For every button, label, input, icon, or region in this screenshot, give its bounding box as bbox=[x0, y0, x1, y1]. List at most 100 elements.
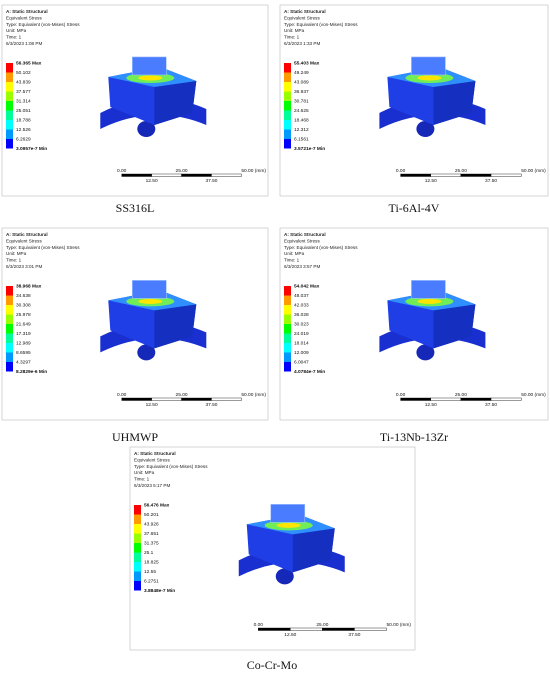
scale-label: 0.00 bbox=[254, 622, 264, 628]
header-line: Type: Equivalent (von-Mises) Stress bbox=[6, 22, 80, 27]
legend-swatch bbox=[284, 314, 291, 324]
scale-label: 0.00 bbox=[117, 392, 127, 398]
header-line: Time: 1 bbox=[6, 35, 22, 40]
legend-label: 6.2629 bbox=[16, 136, 31, 142]
legend-swatch bbox=[284, 110, 291, 120]
legend-label: 18.014 bbox=[294, 340, 309, 346]
legend-label: 50.102 bbox=[16, 70, 31, 76]
legend-label: 25.978 bbox=[16, 312, 31, 318]
legend-swatch bbox=[134, 533, 141, 543]
legend-label: 37.651 bbox=[144, 531, 159, 537]
header-line: Equivalent Stress bbox=[6, 238, 42, 243]
legend-label: 21.649 bbox=[16, 321, 31, 327]
legend-label: 30.308 bbox=[16, 302, 31, 308]
legend-swatch bbox=[6, 101, 13, 111]
legend-swatch bbox=[134, 562, 141, 572]
legend-swatch bbox=[284, 362, 291, 372]
legend-swatch bbox=[134, 552, 141, 562]
legend-label: 12.55 bbox=[144, 569, 156, 575]
scale-label: 50.00 (mm) bbox=[241, 168, 266, 174]
legend-label: 43.926 bbox=[144, 521, 159, 527]
legend-label: 18.788 bbox=[16, 117, 31, 123]
header-line: Type: Equivalent (von-Mises) Stress bbox=[284, 245, 358, 250]
legend-swatch bbox=[6, 120, 13, 130]
header-line: Equivalent Stress bbox=[6, 15, 42, 20]
legend-label: 3.0957e-7 Min bbox=[16, 146, 47, 152]
scale-segment bbox=[490, 397, 522, 401]
header-line: Unit: MPa bbox=[134, 470, 155, 475]
panel-caption: Ti-6Al-4V bbox=[389, 201, 440, 215]
scale-label: 50.00 (mm) bbox=[521, 392, 546, 398]
scale-segment bbox=[181, 173, 212, 177]
scale-label: 12.50 bbox=[284, 632, 296, 638]
legend-swatch bbox=[284, 120, 291, 130]
legend-label: 6.0047 bbox=[294, 359, 309, 365]
stress-peak bbox=[417, 75, 442, 81]
legend-swatch bbox=[6, 314, 13, 324]
legend-label: 56.365 Max bbox=[16, 60, 42, 66]
scale-segment bbox=[460, 173, 492, 177]
model-face bbox=[154, 80, 197, 125]
legend-label: 34.638 bbox=[16, 293, 31, 299]
scale-label: 50.00 (mm) bbox=[387, 622, 412, 628]
header-line: 6/3/2023 3:57 PM bbox=[284, 264, 320, 269]
legend-label: 3.8848e-7 Min bbox=[144, 588, 175, 594]
scale-label: 12.50 bbox=[425, 402, 437, 408]
header-line: A: Static Structural bbox=[284, 232, 326, 237]
scale-segment bbox=[290, 627, 323, 631]
legend-swatch bbox=[134, 524, 141, 534]
stress-peak bbox=[138, 75, 163, 81]
legend-label: 42.033 bbox=[294, 302, 309, 308]
legend-label: 31.375 bbox=[144, 540, 159, 546]
legend-swatch bbox=[6, 343, 13, 353]
legend-swatch bbox=[284, 91, 291, 101]
header-line: 6/3/2023 1:08 PM bbox=[6, 41, 42, 46]
legend-label: 12.989 bbox=[16, 340, 31, 346]
scale-segment bbox=[490, 173, 522, 177]
legend-swatch bbox=[284, 305, 291, 315]
scale-label: 25.00 bbox=[316, 622, 328, 628]
legend-swatch bbox=[134, 571, 141, 581]
legend-label: 43.089 bbox=[294, 79, 309, 85]
legend-label: 18.825 bbox=[144, 559, 159, 565]
header-line: Equivalent Stress bbox=[284, 238, 320, 243]
legend-swatch bbox=[134, 581, 141, 591]
header-line: Time: 1 bbox=[284, 258, 300, 263]
legend-label: 4.3297 bbox=[16, 359, 31, 365]
scale-segment bbox=[121, 173, 152, 177]
legend-swatch bbox=[134, 505, 141, 515]
panel-caption: Ti-13Nb-13Zr bbox=[380, 430, 448, 444]
scale-segment bbox=[151, 397, 182, 401]
legend-label: 50.201 bbox=[144, 512, 159, 518]
scale-segment bbox=[211, 173, 242, 177]
header-line: Time: 1 bbox=[6, 258, 22, 263]
header-line: Unit: MPa bbox=[6, 28, 27, 33]
legend-swatch bbox=[284, 82, 291, 92]
header-line: Unit: MPa bbox=[284, 28, 305, 33]
scale-label: 0.00 bbox=[396, 168, 406, 174]
header-line: Unit: MPa bbox=[284, 251, 305, 256]
legend-swatch bbox=[284, 139, 291, 149]
legend-label: 8.6595 bbox=[16, 350, 31, 356]
legend-swatch bbox=[6, 352, 13, 362]
scale-segment bbox=[460, 397, 492, 401]
legend-label: 36.028 bbox=[294, 312, 309, 318]
legend-label: 55.403 Max bbox=[294, 60, 320, 66]
model-insert bbox=[411, 56, 446, 76]
scale-segment bbox=[151, 173, 182, 177]
stress-peak bbox=[417, 298, 442, 304]
legend-label: 18.468 bbox=[294, 117, 309, 123]
legend-swatch bbox=[6, 91, 13, 101]
model-pin bbox=[275, 568, 294, 585]
model-face bbox=[154, 304, 197, 349]
legend-label: 8.2829e-6 Min bbox=[16, 369, 47, 375]
header-line: Equivalent Stress bbox=[134, 457, 170, 462]
legend-swatch bbox=[284, 343, 291, 353]
model-insert bbox=[132, 280, 167, 299]
model-face bbox=[433, 304, 476, 349]
legend-swatch bbox=[284, 324, 291, 334]
model-pin bbox=[137, 120, 156, 137]
